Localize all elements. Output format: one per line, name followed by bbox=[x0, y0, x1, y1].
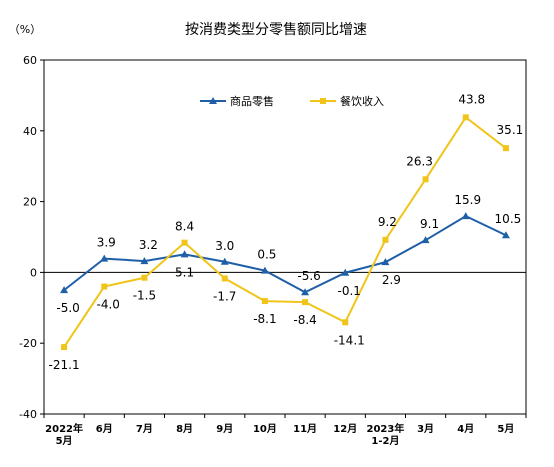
data-point-square bbox=[502, 145, 509, 152]
data-point-triangle bbox=[301, 288, 310, 296]
data-label: 2.9 bbox=[382, 273, 401, 287]
data-label: -0.1 bbox=[338, 284, 361, 298]
x-category-label: 4月 bbox=[457, 423, 474, 435]
data-point-square bbox=[101, 283, 108, 290]
data-label: 35.1 bbox=[497, 123, 524, 137]
y-tick-label: 40 bbox=[23, 125, 37, 138]
data-point-triangle bbox=[180, 250, 189, 258]
data-point-square bbox=[302, 299, 309, 306]
data-label: 3.0 bbox=[215, 239, 234, 253]
y-axis: -40 -20 0 20 40 60 bbox=[19, 54, 44, 421]
series-line bbox=[63, 214, 507, 294]
x-category-label: 1-2月 bbox=[371, 435, 399, 447]
data-point-triangle bbox=[421, 236, 430, 244]
data-label: -5.0 bbox=[56, 301, 79, 315]
data-label: 9.2 bbox=[378, 215, 397, 229]
data-point-square bbox=[141, 274, 148, 281]
data-label: -8.1 bbox=[253, 312, 276, 326]
data-point-square bbox=[342, 319, 349, 326]
data-point-triangle bbox=[461, 212, 470, 220]
data-point-square bbox=[382, 236, 389, 243]
data-label: -21.1 bbox=[49, 358, 80, 372]
data-point-triangle bbox=[140, 257, 149, 265]
legend: 商品零售 餐饮收入 bbox=[200, 94, 384, 108]
data-label: 26.3 bbox=[406, 154, 433, 168]
data-label: -8.4 bbox=[293, 313, 316, 327]
series-line bbox=[63, 115, 507, 348]
x-category-label: 12月 bbox=[333, 423, 357, 435]
x-category-label: 3月 bbox=[417, 423, 434, 435]
data-label: 8.4 bbox=[175, 220, 194, 234]
y-tick-label: 60 bbox=[23, 54, 37, 67]
data-point-triangle bbox=[220, 257, 229, 265]
chart-title: 按消费类型分零售额同比增速 bbox=[185, 22, 367, 38]
legend-label: 餐饮收入 bbox=[340, 94, 384, 108]
x-category-label: 2022年 bbox=[45, 422, 83, 435]
data-point-triangle bbox=[260, 266, 269, 274]
x-category-label: 8月 bbox=[176, 423, 193, 435]
y-tick-label: -20 bbox=[19, 337, 37, 350]
plot-frame bbox=[43, 59, 527, 415]
data-label: -1.5 bbox=[133, 289, 156, 303]
series-catering-revenue bbox=[61, 114, 509, 351]
data-label: 10.5 bbox=[495, 212, 522, 226]
data-point-square bbox=[422, 176, 429, 183]
data-point-triangle bbox=[381, 258, 390, 266]
legend-marker-triangle bbox=[209, 97, 217, 104]
data-point-square bbox=[221, 275, 228, 282]
data-point-square bbox=[181, 239, 188, 246]
legend-label: 商品零售 bbox=[230, 94, 274, 108]
data-point-square bbox=[261, 298, 268, 305]
y-tick-label: 20 bbox=[23, 196, 37, 209]
x-category-label: 9月 bbox=[216, 423, 233, 435]
x-category-label: 11月 bbox=[293, 423, 317, 435]
x-category-label: 5月 bbox=[497, 423, 514, 435]
data-label: 0.5 bbox=[257, 248, 276, 262]
legend-marker-square bbox=[320, 98, 326, 104]
data-label: -5.6 bbox=[297, 269, 320, 283]
data-point-triangle bbox=[341, 268, 350, 276]
data-label: -1.7 bbox=[213, 289, 236, 303]
x-category-label: 5月 bbox=[56, 435, 73, 447]
series-goods-retail bbox=[60, 212, 510, 296]
data-label: 43.8 bbox=[458, 92, 485, 106]
y-tick-label: 0 bbox=[30, 266, 37, 279]
data-label: 15.9 bbox=[454, 193, 481, 207]
series-layer bbox=[60, 114, 510, 351]
data-point-triangle bbox=[100, 254, 109, 262]
x-category-label: 10月 bbox=[253, 423, 277, 435]
data-point-triangle bbox=[501, 231, 510, 239]
data-point-triangle bbox=[60, 286, 69, 294]
x-category-label: 6月 bbox=[96, 423, 113, 435]
data-point-square bbox=[61, 344, 68, 351]
x-category-label: 2023年 bbox=[366, 422, 404, 435]
x-category-label: 7月 bbox=[136, 423, 153, 435]
y-axis-unit-label: （%） bbox=[9, 23, 41, 36]
data-point-square bbox=[462, 114, 469, 121]
data-label: 5.1 bbox=[175, 265, 194, 279]
data-labels: -5.0 3.9 3.2 5.1 3.0 0.5 -5.6 -0.1 2.9 9.1 15.9 10.… bbox=[49, 92, 524, 372]
data-label: -4.0 bbox=[97, 298, 120, 312]
data-label: -14.1 bbox=[334, 333, 365, 347]
data-label: 3.2 bbox=[139, 238, 158, 252]
y-tick-label: -40 bbox=[19, 408, 37, 421]
data-label: 3.9 bbox=[97, 236, 116, 250]
data-label: 9.1 bbox=[420, 217, 439, 231]
